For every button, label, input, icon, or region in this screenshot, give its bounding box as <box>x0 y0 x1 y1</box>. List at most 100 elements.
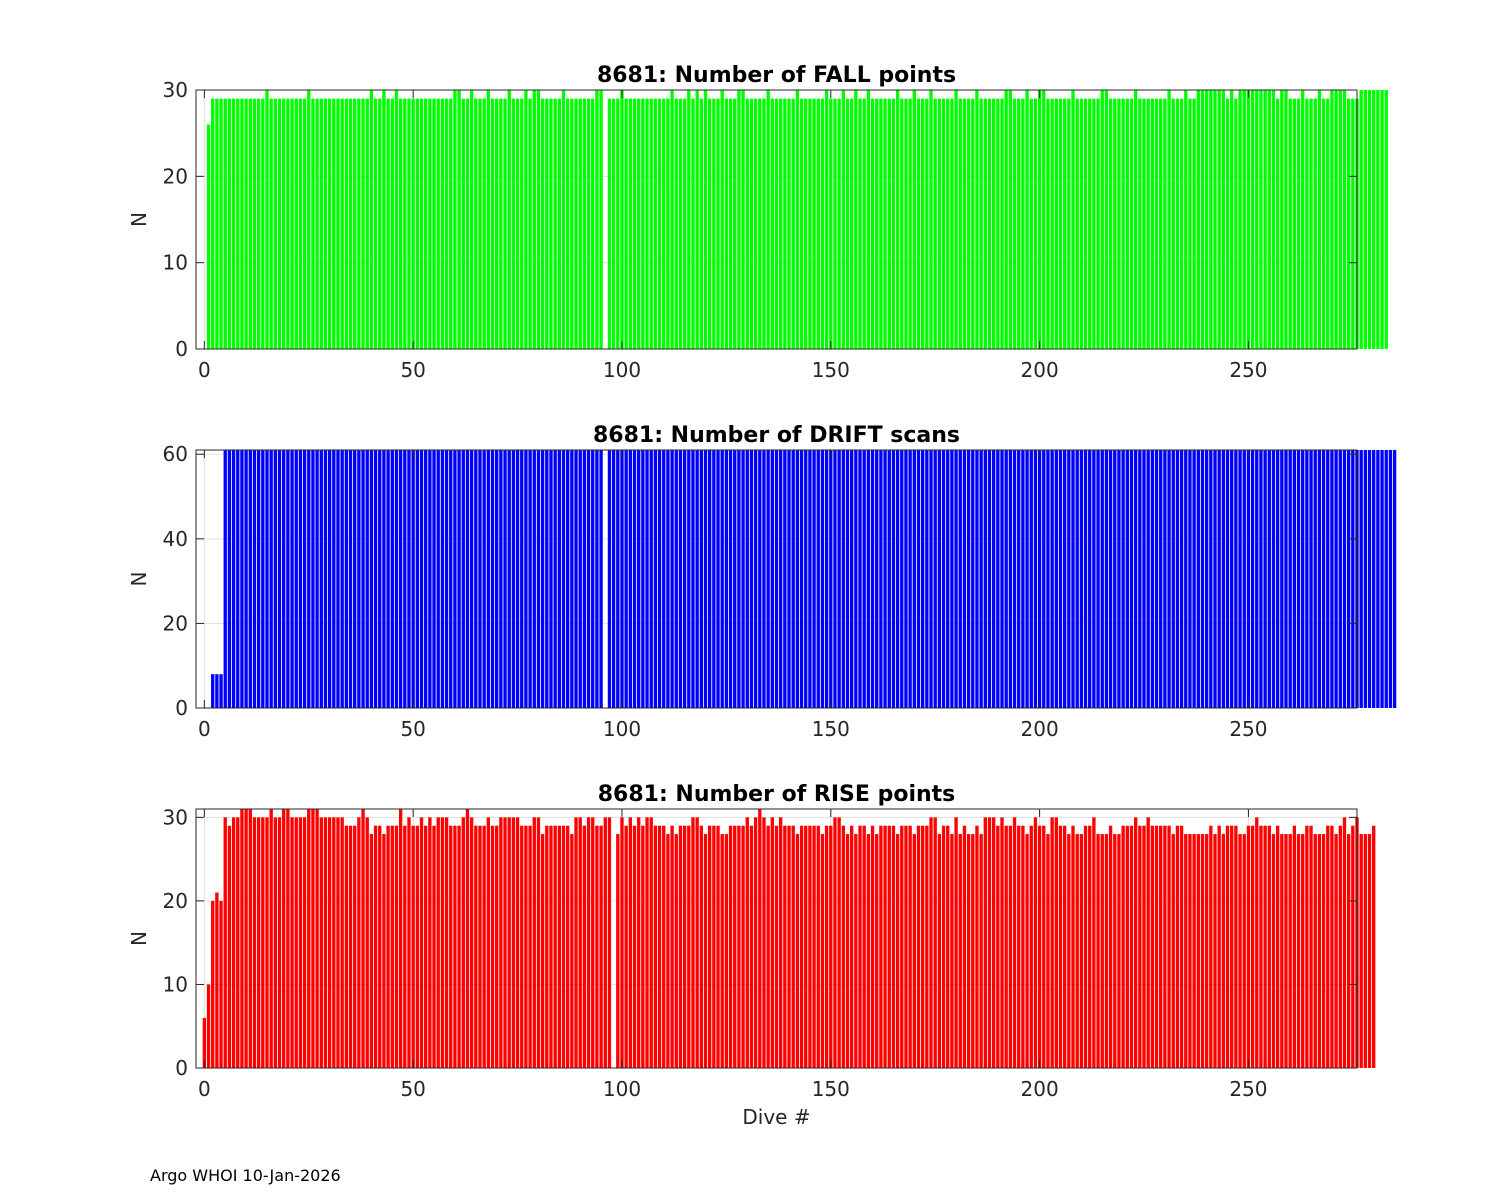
drift-bar <box>1213 450 1217 708</box>
fall-bar <box>678 98 683 349</box>
fall-bar <box>946 98 950 349</box>
drift-bar <box>1196 450 1200 708</box>
fall-bar <box>290 98 294 349</box>
fall-bar <box>712 98 716 349</box>
drift-bar <box>1263 450 1267 708</box>
fall-bar <box>1037 90 1042 349</box>
drift-bar <box>929 450 933 708</box>
fall-bar <box>607 98 612 349</box>
drift-bar <box>424 450 428 708</box>
rise-bar <box>1050 817 1054 1068</box>
rise-bar <box>691 817 695 1068</box>
rise-bar <box>536 817 541 1068</box>
rise-bar <box>795 834 800 1068</box>
rise-bar <box>1079 834 1084 1068</box>
rise-bar <box>344 825 349 1068</box>
fall-bar <box>745 98 749 349</box>
rise-bar <box>833 817 837 1068</box>
rise-bar <box>699 825 703 1068</box>
rise-bar <box>524 825 528 1068</box>
rise-bar <box>666 834 670 1068</box>
fall-bar <box>620 90 624 349</box>
drift-bar <box>862 450 866 708</box>
rise-bar <box>248 809 252 1068</box>
drift-bar <box>394 450 399 708</box>
drift-bar <box>1175 450 1180 708</box>
fall-bar <box>950 98 954 349</box>
drift-bar <box>1238 450 1242 708</box>
rise-bar <box>1021 825 1025 1068</box>
drift-bar <box>515 450 520 708</box>
drift-bar <box>261 450 265 708</box>
rise-bar <box>766 825 770 1068</box>
fall-bar <box>904 98 908 349</box>
drift-bar <box>390 450 394 708</box>
drift-bar <box>1029 450 1033 708</box>
drift-bar <box>1058 450 1063 708</box>
drift-bar <box>223 450 227 708</box>
fall-bar <box>1188 98 1192 349</box>
rise-bar <box>319 817 323 1068</box>
fall-bar <box>958 98 962 349</box>
rise-bar <box>708 825 712 1068</box>
drift-bar <box>762 450 766 708</box>
drift-bar <box>1117 450 1121 708</box>
drift-bar <box>1046 450 1050 708</box>
fall-points-panel: 0 50 100 150 200 250 0 10 20 30 8681: Number of FA… <box>127 63 1388 382</box>
rise-bar <box>682 825 687 1068</box>
rise-bar <box>854 834 858 1068</box>
drift-bar <box>344 450 349 708</box>
fall-bar <box>595 90 599 349</box>
fall-bar <box>1242 90 1246 349</box>
fall-bar <box>1133 90 1138 349</box>
drift-bar <box>553 450 557 708</box>
rise-bar <box>419 817 424 1068</box>
fall-bar <box>1175 98 1180 349</box>
fall-bar <box>240 98 244 349</box>
drift-bar <box>1021 450 1025 708</box>
fall-bar <box>645 98 649 349</box>
drift-bar <box>716 450 720 708</box>
fall-bar <box>457 90 461 349</box>
fall-bar <box>858 98 862 349</box>
rise-bar <box>1029 825 1033 1068</box>
fall-bar <box>1280 90 1284 349</box>
rise-bar <box>1146 817 1150 1068</box>
drift-bar <box>1255 450 1259 708</box>
rise-bar <box>820 834 825 1068</box>
rise-bar <box>570 834 574 1068</box>
drift-bar <box>837 450 841 708</box>
drift-bar <box>607 450 612 708</box>
fall-bar <box>495 98 499 349</box>
fall-bar <box>1075 98 1079 349</box>
rise-bar <box>799 825 804 1068</box>
rise-bar <box>1054 817 1058 1068</box>
rise-bar <box>236 817 240 1068</box>
drift-bar <box>670 450 674 708</box>
rise-bar <box>415 825 420 1068</box>
fall-bar <box>783 98 787 349</box>
fall-bar <box>252 98 257 349</box>
fall-bar <box>1054 98 1058 349</box>
fall-bar <box>1108 98 1113 349</box>
fall-bar <box>265 90 269 349</box>
rise-bar <box>365 817 369 1068</box>
fall-bar <box>1146 98 1150 349</box>
rise-bar <box>975 825 979 1068</box>
fall-bar <box>307 90 311 349</box>
drift-bar <box>549 450 553 708</box>
fall-bar <box>340 98 344 349</box>
drift-bar <box>599 450 603 708</box>
rise-bar <box>937 834 942 1068</box>
rise-bar <box>866 834 871 1068</box>
fall-bar <box>215 98 219 349</box>
fall-bar <box>469 90 474 349</box>
rise-bar <box>256 817 261 1068</box>
fall-bar <box>419 98 424 349</box>
drift-bar <box>1017 450 1021 708</box>
rise-bar <box>327 817 332 1068</box>
rise-bar <box>1179 825 1184 1068</box>
drift-bar <box>1067 450 1071 708</box>
rise-bar <box>1125 825 1129 1068</box>
rise-bar <box>1046 834 1050 1068</box>
